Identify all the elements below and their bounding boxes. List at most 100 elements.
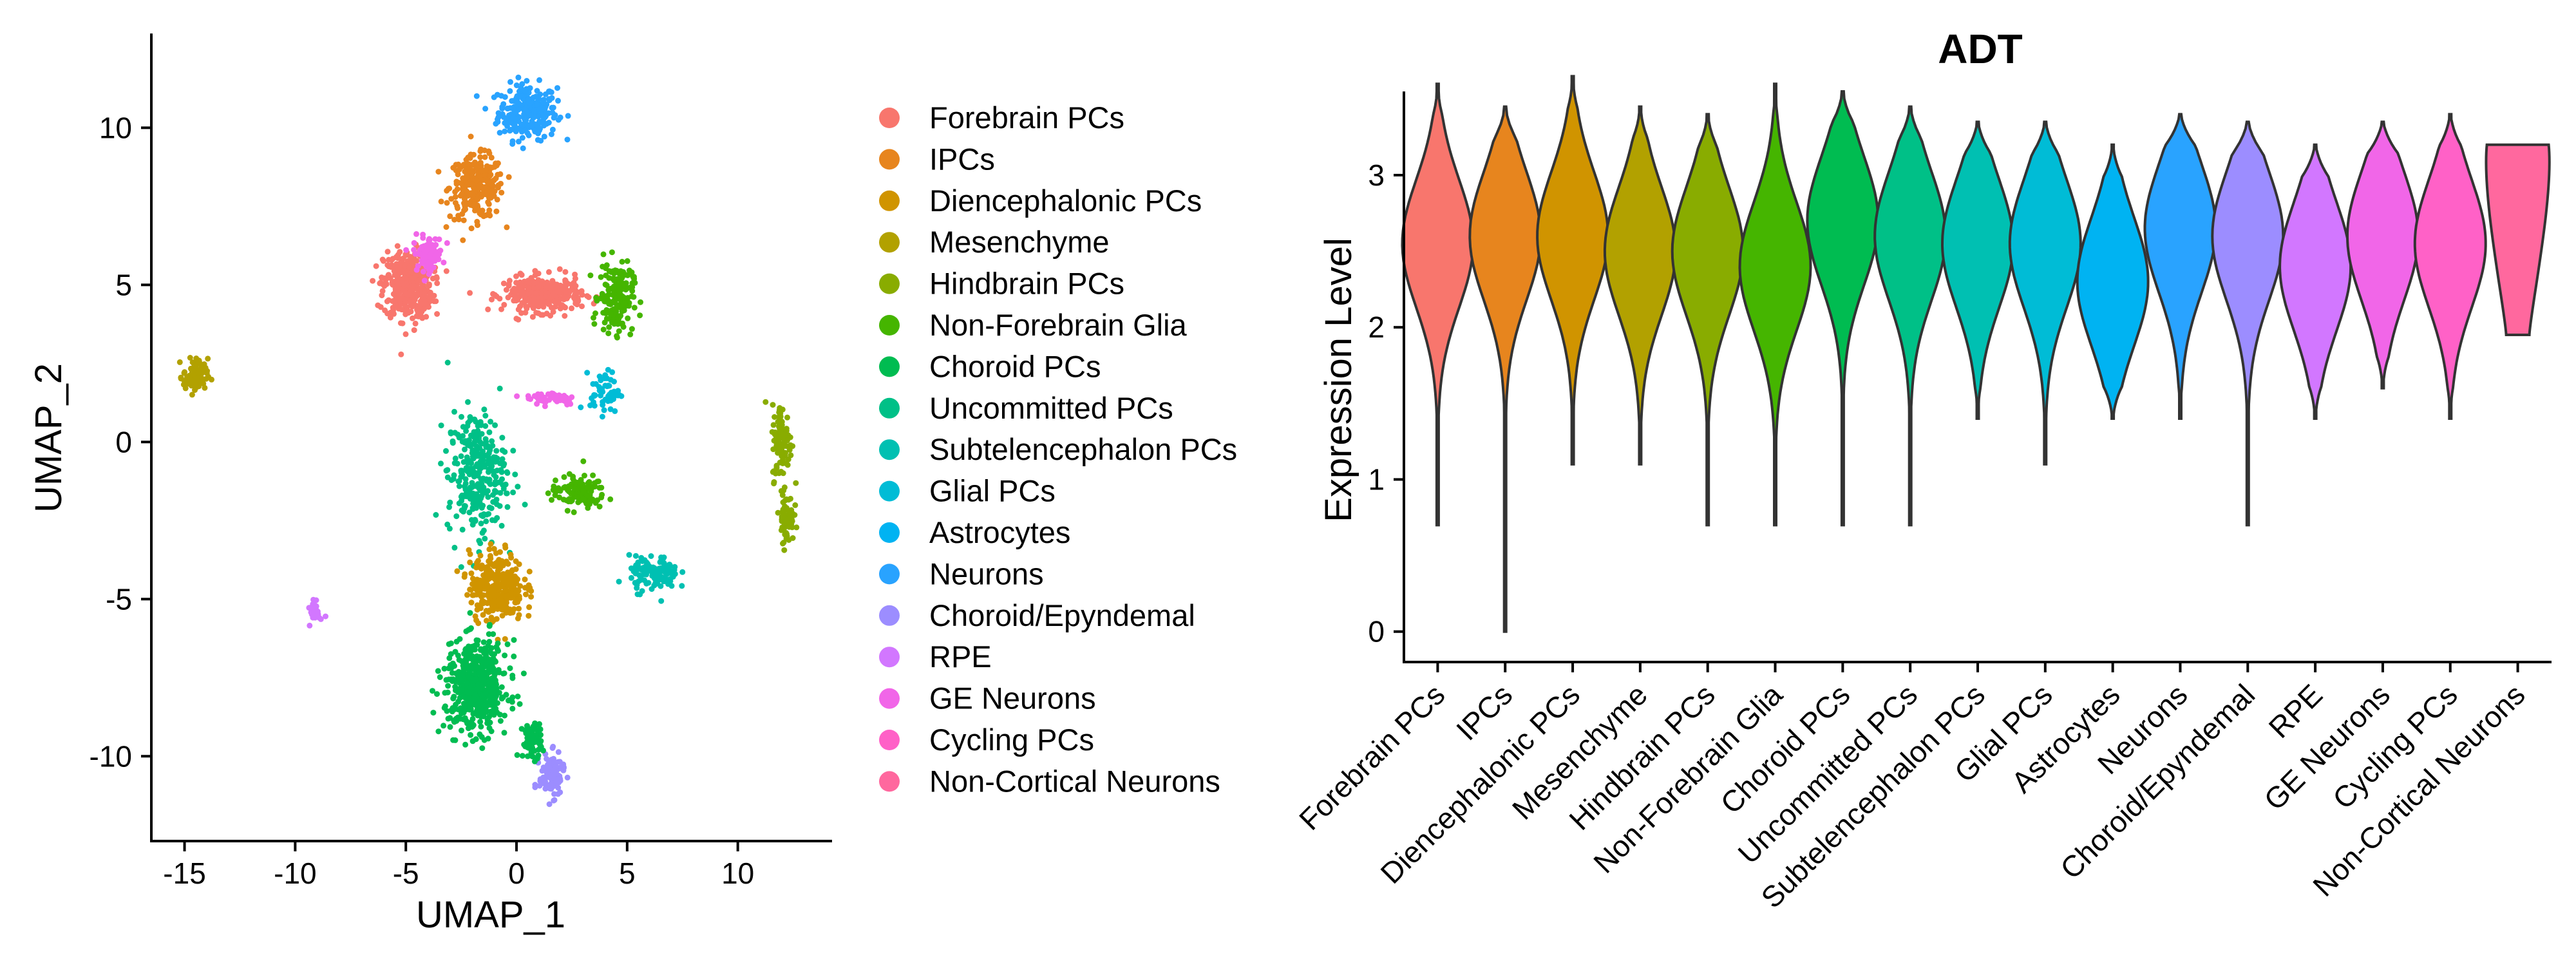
umap-point <box>430 710 437 716</box>
umap-point <box>482 106 489 112</box>
umap-point <box>504 504 511 510</box>
umap-point <box>469 173 475 179</box>
umap-point <box>600 251 607 258</box>
umap-point <box>531 748 538 754</box>
umap-point <box>453 686 460 692</box>
umap-cluster-non-forebrain-glia <box>545 458 614 515</box>
umap-point <box>772 414 778 420</box>
umap-point <box>187 365 194 372</box>
umap-point <box>383 281 390 287</box>
legend-swatch <box>879 315 900 336</box>
umap-point <box>517 270 524 277</box>
umap-point <box>788 452 794 459</box>
umap-point <box>437 674 443 680</box>
umap-point <box>464 174 470 180</box>
umap-point <box>578 404 584 410</box>
umap-point <box>482 574 488 581</box>
umap-point <box>545 269 552 275</box>
umap-point <box>468 706 474 712</box>
umap-point <box>531 108 537 114</box>
umap-point <box>624 258 630 264</box>
umap-point <box>493 579 500 585</box>
umap-point <box>792 502 799 508</box>
umap-point <box>584 293 591 299</box>
umap-point <box>455 205 460 211</box>
umap-point <box>591 321 598 327</box>
umap-point <box>415 309 421 316</box>
umap-point <box>452 189 459 195</box>
umap-point <box>780 431 786 437</box>
umap-point <box>456 500 462 507</box>
violin-choroid-pcs <box>1806 90 1880 527</box>
umap-point <box>462 491 469 498</box>
umap-point <box>492 669 498 676</box>
umap-point <box>519 135 526 141</box>
umap-point <box>390 263 396 269</box>
umap-point <box>615 392 621 399</box>
umap-point <box>524 78 530 84</box>
umap-point <box>498 522 505 529</box>
legend-item: RPE <box>879 639 992 674</box>
umap-point <box>443 448 449 454</box>
legend-label: Subtelencephalon PCs <box>929 432 1237 466</box>
umap-point <box>631 305 638 311</box>
umap-point <box>491 563 497 569</box>
umap-point <box>486 631 492 638</box>
umap-point <box>421 278 428 284</box>
umap-point <box>502 128 508 135</box>
umap-point <box>533 93 539 100</box>
umap-point <box>455 180 462 186</box>
umap-point <box>547 312 554 319</box>
umap-point <box>625 315 631 321</box>
umap-point <box>553 298 558 305</box>
umap-point <box>469 592 476 598</box>
umap-point <box>590 381 596 387</box>
umap-point <box>408 287 415 293</box>
umap-point <box>412 272 419 279</box>
umap-point <box>468 700 473 706</box>
violin-body <box>1738 82 1812 527</box>
umap-point <box>628 574 634 581</box>
umap-point <box>500 462 507 469</box>
umap-point <box>464 680 470 687</box>
umap-point <box>434 251 440 258</box>
umap-point <box>470 722 477 728</box>
umap-point <box>418 301 424 307</box>
umap-x-label: UMAP_1 <box>416 894 565 936</box>
legend-item: Hindbrain PCs <box>879 267 1124 301</box>
umap-point <box>611 278 618 283</box>
umap-point <box>586 479 592 486</box>
umap-point <box>544 279 550 285</box>
umap-point <box>612 408 618 414</box>
umap-point <box>487 719 493 726</box>
legend-swatch <box>879 605 900 626</box>
umap-point <box>609 249 615 256</box>
umap-point <box>450 737 457 743</box>
legend-swatch <box>879 190 900 211</box>
umap-point <box>390 307 397 313</box>
umap-point <box>499 435 506 441</box>
umap-point <box>478 520 484 527</box>
umap-point <box>481 406 488 413</box>
violin-panel: ADT 0 1 2 3 Forebrain PCsIPCsDiencephalonic… <box>1293 26 2552 914</box>
umap-point <box>477 583 483 590</box>
umap-point <box>480 713 487 719</box>
umap-point <box>629 326 635 332</box>
umap-point <box>616 578 622 585</box>
umap-point <box>528 275 535 281</box>
umap-point <box>515 588 522 594</box>
umap-point <box>502 652 508 659</box>
umap-point <box>444 689 451 696</box>
umap-point <box>575 298 582 304</box>
violin-body <box>2076 143 2150 420</box>
umap-point <box>619 308 625 314</box>
umap-point <box>564 507 571 514</box>
umap-point <box>417 285 423 292</box>
violin-ipcs <box>1468 105 1542 633</box>
umap-point <box>428 268 434 274</box>
umap-point <box>477 160 484 166</box>
legend-label: Choroid PCs <box>929 349 1101 383</box>
umap-point <box>484 592 491 598</box>
umap-point <box>641 577 647 583</box>
umap-point <box>480 639 487 645</box>
